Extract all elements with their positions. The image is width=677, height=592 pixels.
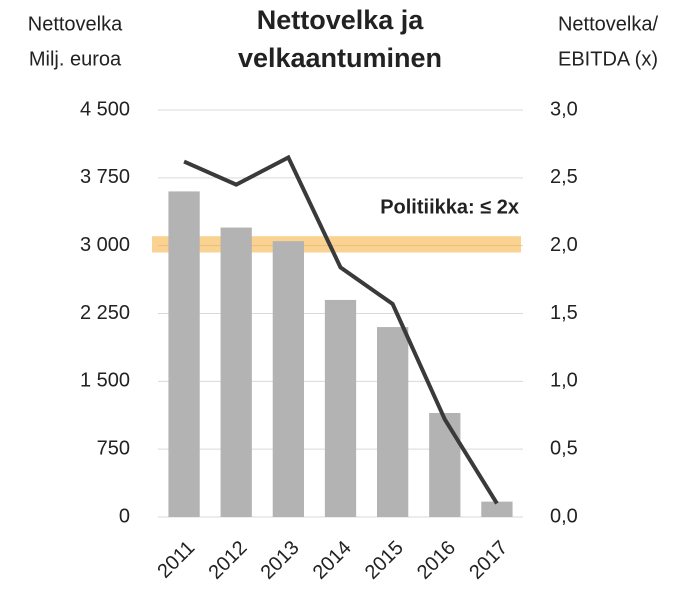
chart-title: Nettovelka ja: [257, 5, 425, 35]
line: [183, 154, 499, 505]
y2-tick-label: 1,0: [550, 370, 578, 392]
x-tick-label: 2011: [153, 537, 199, 583]
bar: [272, 241, 304, 517]
y-tick-label: 750: [97, 437, 130, 459]
x-tick-label: 2017: [465, 537, 512, 584]
y2-axis-label: Nettovelka/: [558, 13, 658, 35]
y2-axis-label: EBITDA (x): [558, 48, 658, 70]
bar: [220, 227, 252, 518]
y2-tick-label: 2,5: [550, 166, 578, 188]
policy-band: [152, 236, 521, 253]
y-tick-label: 3 750: [80, 166, 130, 188]
y2-tick-label: 1,5: [550, 302, 578, 324]
bar: [324, 299, 357, 517]
y-tick-label: 0: [119, 505, 130, 527]
y2-tick-label: 0,5: [550, 437, 578, 459]
y2-tick-label: 2,0: [550, 234, 578, 256]
y-tick-label: 4 500: [80, 98, 130, 120]
y2-tick-label: 0,0: [550, 505, 578, 527]
y-tick-label: 3 000: [80, 234, 130, 256]
x-tick-label: 2012: [204, 537, 251, 584]
y-axis-label: Milj. euroa: [29, 48, 122, 70]
x-tick-label: 2016: [413, 537, 460, 584]
bar: [481, 501, 513, 517]
x-tick-label: 2013: [257, 537, 304, 584]
chart-title: velkaantuminen: [238, 43, 442, 73]
bar: [377, 327, 409, 517]
y2-tick-label: 3,0: [550, 98, 578, 120]
policy-label: Politiikka: ≤ 2x: [380, 196, 519, 218]
y-axis-label: Nettovelka: [28, 13, 123, 35]
x-tick-label: 2015: [361, 537, 408, 584]
y-tick-label: 2 250: [80, 302, 130, 324]
y-tick-label: 1 500: [80, 370, 130, 392]
bar: [429, 412, 461, 517]
bar: [168, 191, 200, 517]
x-tick-label: 2014: [309, 537, 356, 584]
